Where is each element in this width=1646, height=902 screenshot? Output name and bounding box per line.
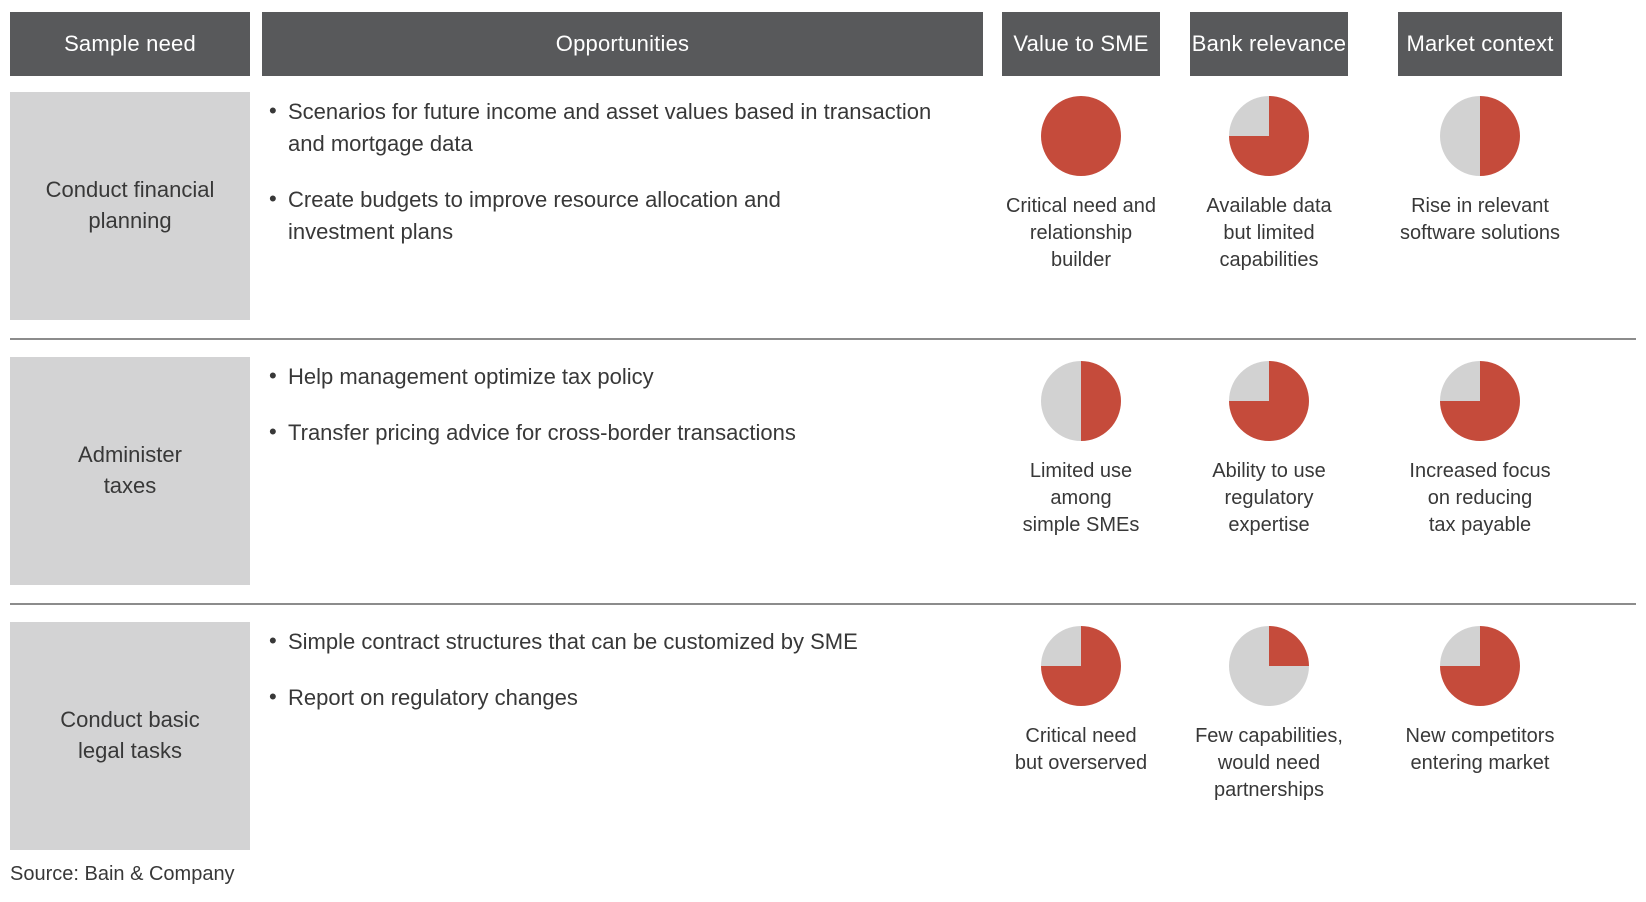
opportunity-item: Create budgets to improve resource alloc…	[262, 183, 983, 248]
need-box: Administer taxes	[10, 357, 250, 585]
source-note: Source: Bain & Company	[10, 863, 235, 885]
table-header-row: Sample need Opportunities Value to SME B…	[0, 12, 1646, 76]
harvey-ball-pie	[1041, 361, 1121, 441]
table-row: Conduct basic legal tasks Simple contrac…	[0, 622, 1646, 850]
harvey-ball-pie	[1440, 96, 1520, 176]
rating-market-context: New competitors entering market	[1398, 622, 1562, 777]
header-sample-need: Sample need	[10, 12, 250, 76]
opportunity-item: Help management optimize tax policy	[262, 360, 983, 393]
opportunity-item: Scenarios for future income and asset va…	[262, 95, 983, 160]
rating-bank-relevance: Available data but limited capabilities	[1190, 92, 1348, 274]
row-divider	[10, 603, 1636, 605]
rating-bank-relevance: Few capabilities, would need partnership…	[1190, 622, 1348, 804]
opportunity-list: Help management optimize tax policy Tran…	[262, 357, 983, 449]
rating-caption: Rise in relevant software solutions	[1399, 195, 1561, 244]
rating-value-to-sme: Limited use among simple SMEs	[1002, 357, 1160, 539]
harvey-ball-pie	[1229, 96, 1309, 176]
rating-caption: Increased focus on reducing tax payable	[1409, 460, 1551, 536]
need-box: Conduct financial planning	[10, 92, 250, 320]
rating-caption: Available data but limited capabilities	[1206, 195, 1332, 271]
need-box: Conduct basic legal tasks	[10, 622, 250, 850]
header-market-context: Market context	[1398, 12, 1562, 76]
harvey-ball-pie	[1440, 361, 1520, 441]
rating-caption: Critical need and relationship builder	[1005, 195, 1157, 271]
rating-caption: Limited use among simple SMEs	[1022, 460, 1140, 536]
opportunity-list: Scenarios for future income and asset va…	[262, 92, 983, 248]
harvey-ball-pie	[1041, 96, 1121, 176]
header-opportunities: Opportunities	[262, 12, 983, 76]
opportunity-list: Simple contract structures that can be c…	[262, 622, 983, 714]
rating-bank-relevance: Ability to use regulatory expertise	[1190, 357, 1348, 539]
rating-caption: Critical need but overserved	[1014, 725, 1148, 774]
rating-caption: Ability to use regulatory expertise	[1212, 460, 1326, 536]
header-bank-relevance: Bank relevance	[1190, 12, 1348, 76]
rating-market-context: Increased focus on reducing tax payable	[1398, 357, 1562, 539]
rating-value-to-sme: Critical need but overserved	[1002, 622, 1160, 777]
harvey-ball-pie	[1229, 626, 1309, 706]
harvey-ball-pie	[1440, 626, 1520, 706]
opportunity-item: Report on regulatory changes	[262, 681, 983, 714]
rating-caption: New competitors entering market	[1405, 725, 1555, 774]
opportunity-item: Transfer pricing advice for cross-border…	[262, 416, 983, 449]
harvey-ball-pie	[1041, 626, 1121, 706]
row-divider	[10, 338, 1636, 340]
rating-value-to-sme: Critical need and relationship builder	[1002, 92, 1160, 274]
rating-market-context: Rise in relevant software solutions	[1398, 92, 1562, 247]
header-value-to-sme: Value to SME	[1002, 12, 1160, 76]
rating-caption: Few capabilities, would need partnership…	[1195, 725, 1343, 801]
opportunity-item: Simple contract structures that can be c…	[262, 625, 983, 658]
harvey-ball-pie	[1229, 361, 1309, 441]
table-row: Administer taxes Help management optimiz…	[0, 357, 1646, 585]
table-row: Conduct financial planning Scenarios for…	[0, 92, 1646, 320]
